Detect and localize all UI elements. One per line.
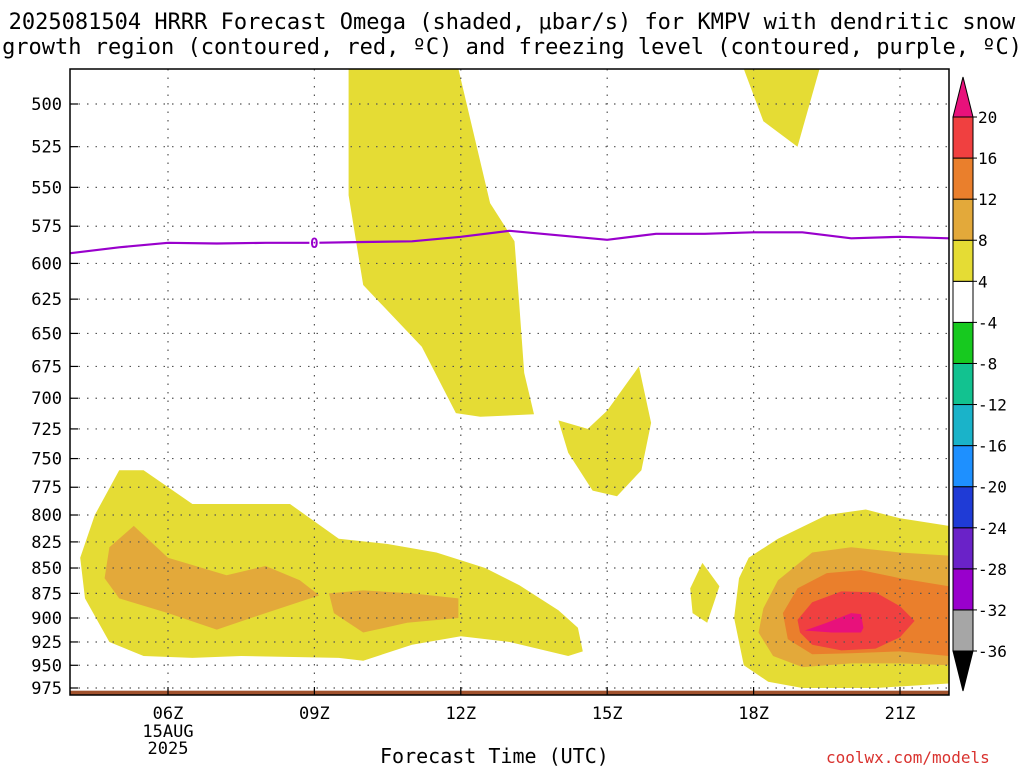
x-tick-sublabel-15AUG: 15AUG [142,722,193,742]
y-tick-label-975: 975 [31,679,62,699]
y-tick-label-675: 675 [31,357,62,377]
x-tick-sublabel-2025: 2025 [148,739,189,759]
freezing-level-line [70,229,949,255]
colorbar-label-8: 8 [978,231,988,250]
y-axis: 500 525 550 575 600 625 650 675 700 725 750 775 800 8… [31,95,78,699]
colorbar-bin-8-12 [952,198,974,241]
x-tick-label-09Z: 09Z [299,704,330,724]
y-tick-label-900: 900 [31,609,62,629]
y-tick-label-825: 825 [31,533,62,553]
colorbar-bin--16--12 [952,404,974,447]
y-tick-label-925: 925 [31,633,62,653]
colorbar-bin-below-min [952,650,974,692]
colorbar-label--12: -12 [978,396,1007,415]
freezing-level-label-bg [309,234,320,251]
colorbar-label-16: 16 [978,149,997,168]
omega-region-4-8-3 [690,562,720,623]
x-axis-label: Forecast Time (UTC) [380,744,609,768]
freezing-level-label: 0 [310,236,318,252]
colorbar-bin--24--20 [952,486,974,529]
surface-band [70,690,949,695]
colorbar-label--8: -8 [978,354,997,373]
y-tick-label-750: 750 [31,450,62,470]
colorbar-bin--8--4 [952,321,974,364]
freezing-level-layer: 0 [70,229,949,255]
colorbar-label--36: -36 [978,642,1007,661]
colorbar-bin-4-8 [952,239,974,282]
colorbar: -36 -32 -28 -24 -20 -16 -12 -8 -4 4 8 12 16 20 [952,76,1007,692]
omega-region-8-12-6 [104,525,320,630]
x-tick-label-12Z: 12Z [445,704,476,724]
colorbar-bin-12-16 [952,157,974,200]
colorbar-bin--4-4 [952,280,974,323]
chart-title: 2025081504 HRRR Forecast Omega (shaded, … [0,10,1024,60]
colorbar-label-20: 20 [978,108,997,127]
surface-fill [70,690,949,695]
y-tick-label-575: 575 [31,217,62,237]
colorbar-bin--36--32 [952,609,974,652]
colorbar-bin--32--28 [952,568,974,611]
x-tick-label-18Z: 18Z [738,704,769,724]
colorbar-label--24: -24 [978,519,1007,538]
colorbar-label--28: -28 [978,560,1007,579]
colorbar-label--32: -32 [978,601,1007,620]
credit-text: coolwx.com/models [826,748,990,767]
colorbar-label--4: -4 [978,313,997,332]
omega-region-8-12-7 [329,590,459,633]
omega-region-20+-11 [804,613,864,633]
y-tick-label-875: 875 [31,584,62,604]
colorbar-bin-16-20 [952,116,974,159]
colorbar-bin--12--8 [952,362,974,406]
y-tick-label-625: 625 [31,290,62,310]
x-tick-label-06Z: 06Z [153,704,184,724]
y-tick-label-950: 950 [31,656,62,676]
y-tick-label-650: 650 [31,324,62,344]
omega-region-4-8-0 [348,69,534,417]
y-tick-label-525: 525 [31,138,62,158]
colorbar-bin-above-max [952,76,974,118]
omega-region-4-8-1 [558,366,652,497]
x-tick-label-21Z: 21Z [885,704,916,724]
colorbar-label--16: -16 [978,437,1007,456]
colorbar-bin--28--24 [952,527,974,570]
y-tick-label-500: 500 [31,95,62,115]
colorbar-bin--20--16 [952,445,974,488]
y-tick-label-700: 700 [31,389,62,409]
y-tick-label-550: 550 [31,178,62,198]
chart-title-line-1: 2025081504 HRRR Forecast Omega (shaded, … [8,10,1016,35]
colorbar-label--20: -20 [978,478,1007,497]
x-tick-label-15Z: 15Z [592,704,623,724]
omega-shaded-regions [80,69,949,688]
plot-frame [69,68,950,696]
colorbar-label-4: 4 [978,272,988,291]
y-tick-label-800: 800 [31,506,62,526]
omega-region-4-8-2 [743,69,820,147]
chart-title-line-2: growth region (contoured, red, ºC) and f… [2,35,1022,60]
y-tick-label-775: 775 [31,478,62,498]
colorbar-label-12: 12 [978,190,997,209]
y-tick-label-850: 850 [31,559,62,579]
y-tick-label-725: 725 [31,420,62,440]
y-tick-label-600: 600 [31,254,62,274]
